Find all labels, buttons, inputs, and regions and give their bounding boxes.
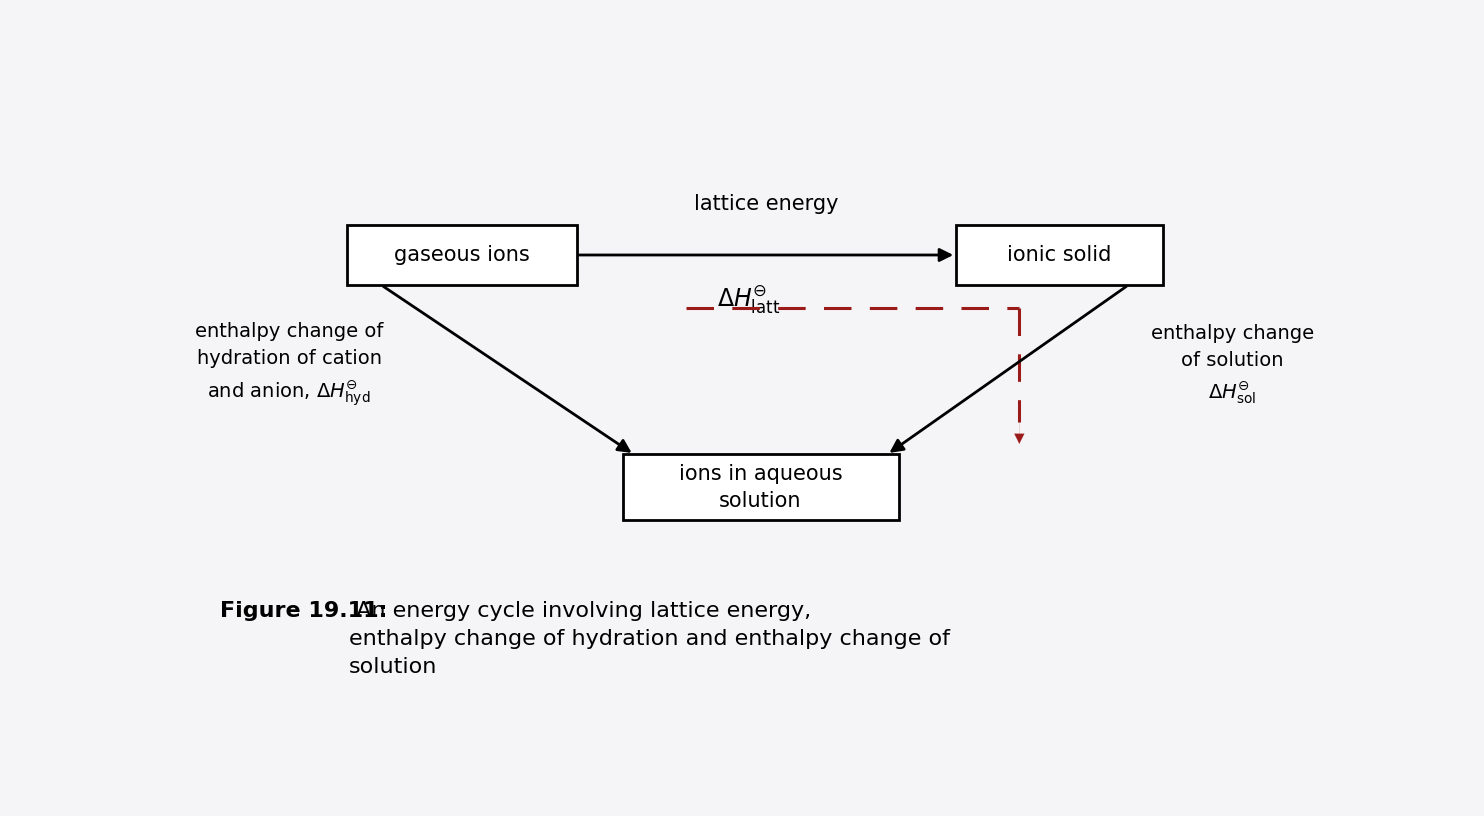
FancyBboxPatch shape [956, 225, 1163, 285]
Text: $\Delta H^{\ominus}_{\mathrm{latt}}$: $\Delta H^{\ominus}_{\mathrm{latt}}$ [717, 283, 781, 315]
Text: enthalpy change of
hydration of cation
and anion, $\Delta H^{\ominus}_{\mathrm{h: enthalpy change of hydration of cation a… [194, 322, 383, 407]
Text: enthalpy change
of solution
$\Delta H^{\ominus}_{\mathrm{sol}}$: enthalpy change of solution $\Delta H^{\… [1150, 324, 1313, 406]
Text: ionic solid: ionic solid [1008, 245, 1112, 265]
Text: An energy cycle involving lattice energy,
enthalpy change of hydration and entha: An energy cycle involving lattice energy… [349, 601, 950, 676]
Text: gaseous ions: gaseous ions [393, 245, 530, 265]
Text: lattice energy: lattice energy [695, 194, 838, 214]
Text: Figure 19.11:: Figure 19.11: [220, 601, 387, 621]
Text: ions in aqueous
solution: ions in aqueous solution [678, 464, 843, 511]
FancyBboxPatch shape [623, 455, 899, 521]
FancyBboxPatch shape [347, 225, 576, 285]
